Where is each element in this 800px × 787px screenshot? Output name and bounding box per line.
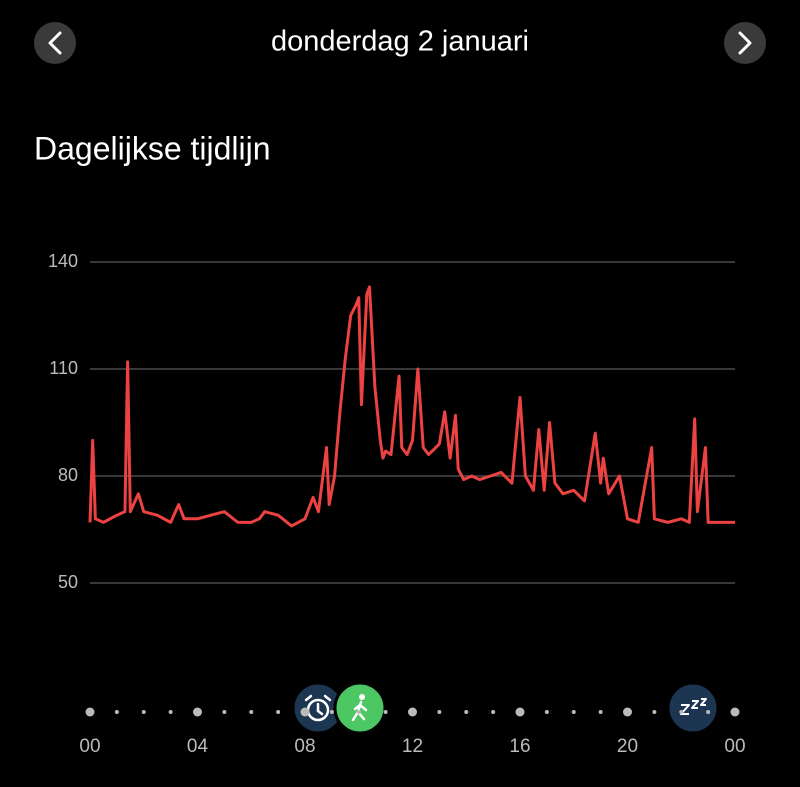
sleep-z (680, 698, 707, 715)
y-tick-label: 80 (58, 465, 78, 485)
hour-dot (114, 710, 119, 714)
x-tick-dot (515, 707, 525, 717)
hour-dot (544, 710, 549, 714)
hour-dot (706, 710, 711, 714)
y-tick-label: 140 (48, 251, 78, 271)
x-tick-dot (193, 707, 202, 717)
y-tick-label: 50 (58, 572, 78, 592)
y-tick-label: 110 (49, 358, 78, 378)
x-tick-label: 00 (79, 736, 100, 757)
forward-button[interactable] (724, 22, 766, 64)
hour-dot (464, 710, 469, 714)
heart-rate-line (88, 285, 735, 528)
hour-dot (356, 710, 361, 714)
x-tick-label: 12 (402, 736, 423, 757)
hour-dot (329, 710, 334, 714)
hour-dot (222, 710, 227, 714)
section-title: Dagelijkse tijdlijn (34, 130, 271, 166)
hour-dot (679, 710, 684, 714)
x-tick-label: 04 (187, 736, 209, 757)
x-tick-dot (300, 707, 310, 717)
walk-head (359, 694, 365, 700)
hour-dot (491, 710, 496, 714)
hour-dot (571, 710, 576, 714)
timeline-icons (291, 681, 720, 735)
hour-dot (276, 710, 281, 714)
hour-dot (249, 710, 254, 714)
x-tick-label: 08 (294, 736, 315, 757)
x-tick-label: 20 (617, 736, 638, 757)
header-title: donderdag 2 januari (271, 26, 529, 58)
hour-dot (168, 710, 173, 714)
hour-dot (437, 710, 442, 714)
hour-dot (383, 710, 388, 714)
x-tick-dot (730, 707, 740, 717)
x-tick-dot (408, 707, 417, 717)
hour-dot (652, 710, 657, 714)
alarm-hands (304, 694, 332, 716)
hour-dot (598, 710, 603, 714)
back-button[interactable] (34, 22, 76, 64)
x-tick-label: 00 (724, 736, 745, 757)
hour-dot (141, 710, 146, 714)
x-tick-label: 16 (509, 736, 530, 757)
x-tick-dot (85, 707, 95, 717)
x-tick-dot (623, 707, 632, 717)
